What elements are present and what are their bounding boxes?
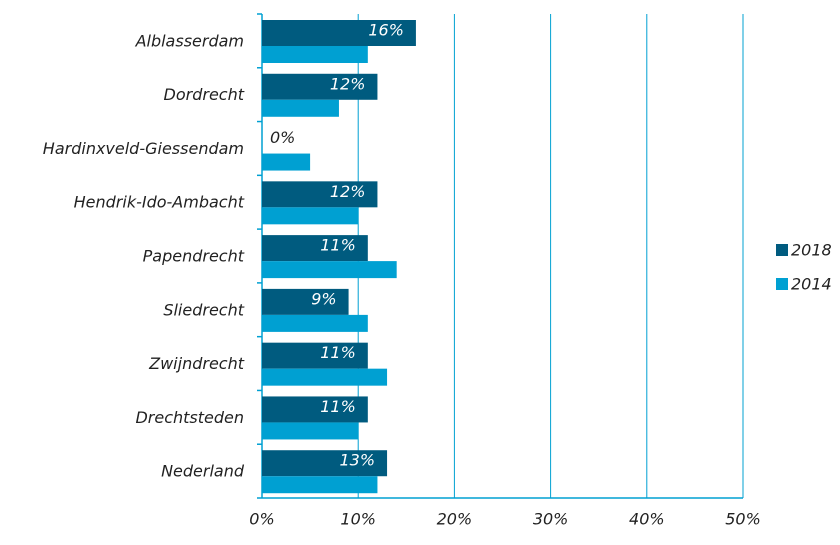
bar xyxy=(262,450,388,477)
y-tick-label: Sliedrecht xyxy=(163,300,244,319)
x-tick-label: 20% xyxy=(437,510,473,529)
bar xyxy=(262,314,368,332)
legend-label: 2014 xyxy=(791,275,832,294)
bar xyxy=(262,422,359,440)
data-label: 0% xyxy=(270,128,295,147)
data-label: 9% xyxy=(311,289,336,308)
bar xyxy=(262,46,368,63)
x-tick-label: 50% xyxy=(725,510,761,529)
y-tick-label: Nederland xyxy=(161,462,245,481)
bar xyxy=(262,288,349,315)
x-tick-label: 10% xyxy=(340,510,376,529)
data-label: 13% xyxy=(339,451,375,470)
x-tick-label: 30% xyxy=(533,510,569,529)
bar xyxy=(262,261,397,279)
legend-swatch xyxy=(776,244,788,256)
bar xyxy=(262,476,378,494)
legend-label: 2018 xyxy=(791,241,832,260)
data-label: 11% xyxy=(320,343,356,362)
y-tick-label: Dordrecht xyxy=(164,85,245,104)
data-label: 11% xyxy=(320,397,356,416)
x-tick-label: 0% xyxy=(249,510,274,529)
legend-swatch xyxy=(776,278,788,290)
bar xyxy=(262,181,378,208)
bar xyxy=(262,368,388,386)
y-tick-label: Hardinxveld-Giessendam xyxy=(43,139,244,158)
y-tick-label: Zwijndrecht xyxy=(148,354,245,373)
bar xyxy=(262,153,311,171)
x-tick-label: 40% xyxy=(629,510,665,529)
bar xyxy=(262,396,368,423)
y-tick-label: Hendrik-Ido-Ambacht xyxy=(74,193,245,212)
data-label: 12% xyxy=(330,182,366,201)
data-label: 16% xyxy=(368,21,404,40)
bar xyxy=(262,99,339,117)
data-label: 11% xyxy=(320,236,356,255)
y-tick-label: Drechtsteden xyxy=(135,408,244,427)
y-tick-label: Alblasserdam xyxy=(135,31,244,50)
y-tick-label: Papendrecht xyxy=(143,247,245,266)
bar xyxy=(262,342,368,369)
bar xyxy=(262,73,378,100)
bar xyxy=(262,20,416,46)
bar xyxy=(262,235,368,262)
data-label: 12% xyxy=(330,74,366,93)
bar xyxy=(262,207,359,225)
